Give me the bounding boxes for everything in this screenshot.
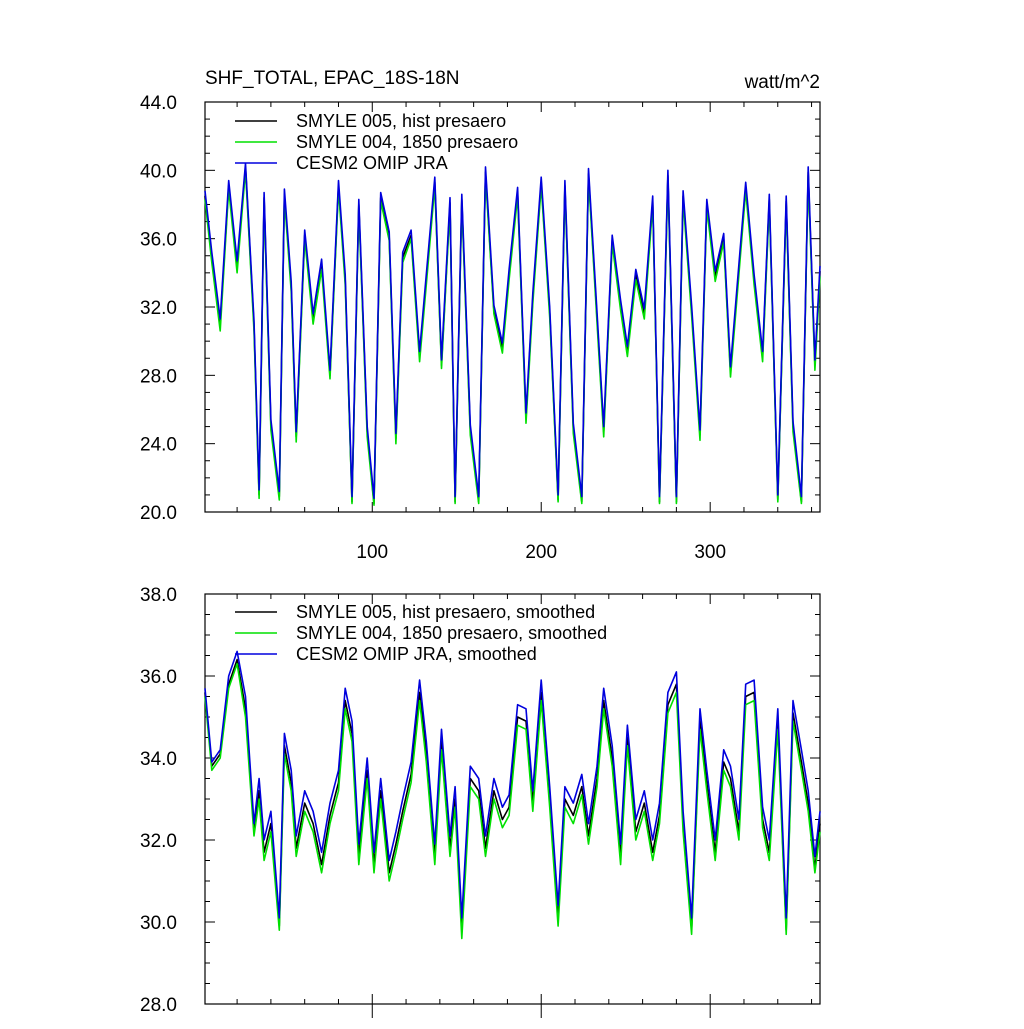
bottom-panel-axes: 28.0 30.0 32.0 34.0 36.0 38.0 [140,585,820,1018]
bottom-series-line-omip [204,650,821,919]
legend-label-hist: SMYLE 005, hist presaero [296,111,506,131]
x-tick-label: 300 [694,542,726,563]
legend-label-omip-smoothed: CESM2 OMIP JRA, smoothed [296,644,537,664]
y-tick-label: 30.0 [140,913,177,934]
top-panel-units: watt/m^2 [744,72,820,93]
legend-label-1850: SMYLE 004, 1850 presaero [296,132,518,152]
x-tick-label: 200 [525,542,557,563]
y-tick-label: 32.0 [140,298,177,319]
bottom-series-line-1850 [204,662,821,940]
x-tick-label: 100 [356,542,388,563]
y-tick-label: 36.0 [140,230,177,251]
top-panel: SHF_TOTAL, EPAC_18S-18N watt/m^2 20.0 24.… [140,68,821,563]
y-tick-label: 40.0 [140,161,177,182]
y-tick-label: 38.0 [140,585,177,606]
y-tick-label: 34.0 [140,749,177,770]
y-tick-label: 24.0 [140,435,177,456]
top-panel-lines [204,162,821,507]
y-tick-label: 44.0 [140,93,177,114]
legend-label-1850-smoothed: SMYLE 004, 1850 presaero, smoothed [296,623,607,643]
bottom-panel-lines [204,650,821,940]
y-tick-label: 36.0 [140,667,177,688]
legend-label-hist-smoothed: SMYLE 005, hist presaero, smoothed [296,602,595,622]
y-tick-label: 28.0 [140,366,177,387]
bottom-legend: SMYLE 005, hist presaero, smoothed SMYLE… [235,602,607,664]
top-series-line-omip [204,162,821,500]
bottom-panel: 28.0 30.0 32.0 34.0 36.0 38.0 SMYLE 005, hist… [140,585,821,1018]
y-tick-label: 28.0 [140,995,177,1016]
top-legend: SMYLE 005, hist presaero SMYLE 004, 1850… [235,111,518,173]
y-tick-label: 32.0 [140,831,177,852]
legend-label-omip: CESM2 OMIP JRA [296,153,448,173]
top-panel-title: SHF_TOTAL, EPAC_18S-18N [205,68,460,89]
y-tick-label: 20.0 [140,503,177,524]
top-panel-axes: 20.0 24.0 28.0 32.0 36.0 40.0 44.0 100 200 300 [140,93,820,563]
